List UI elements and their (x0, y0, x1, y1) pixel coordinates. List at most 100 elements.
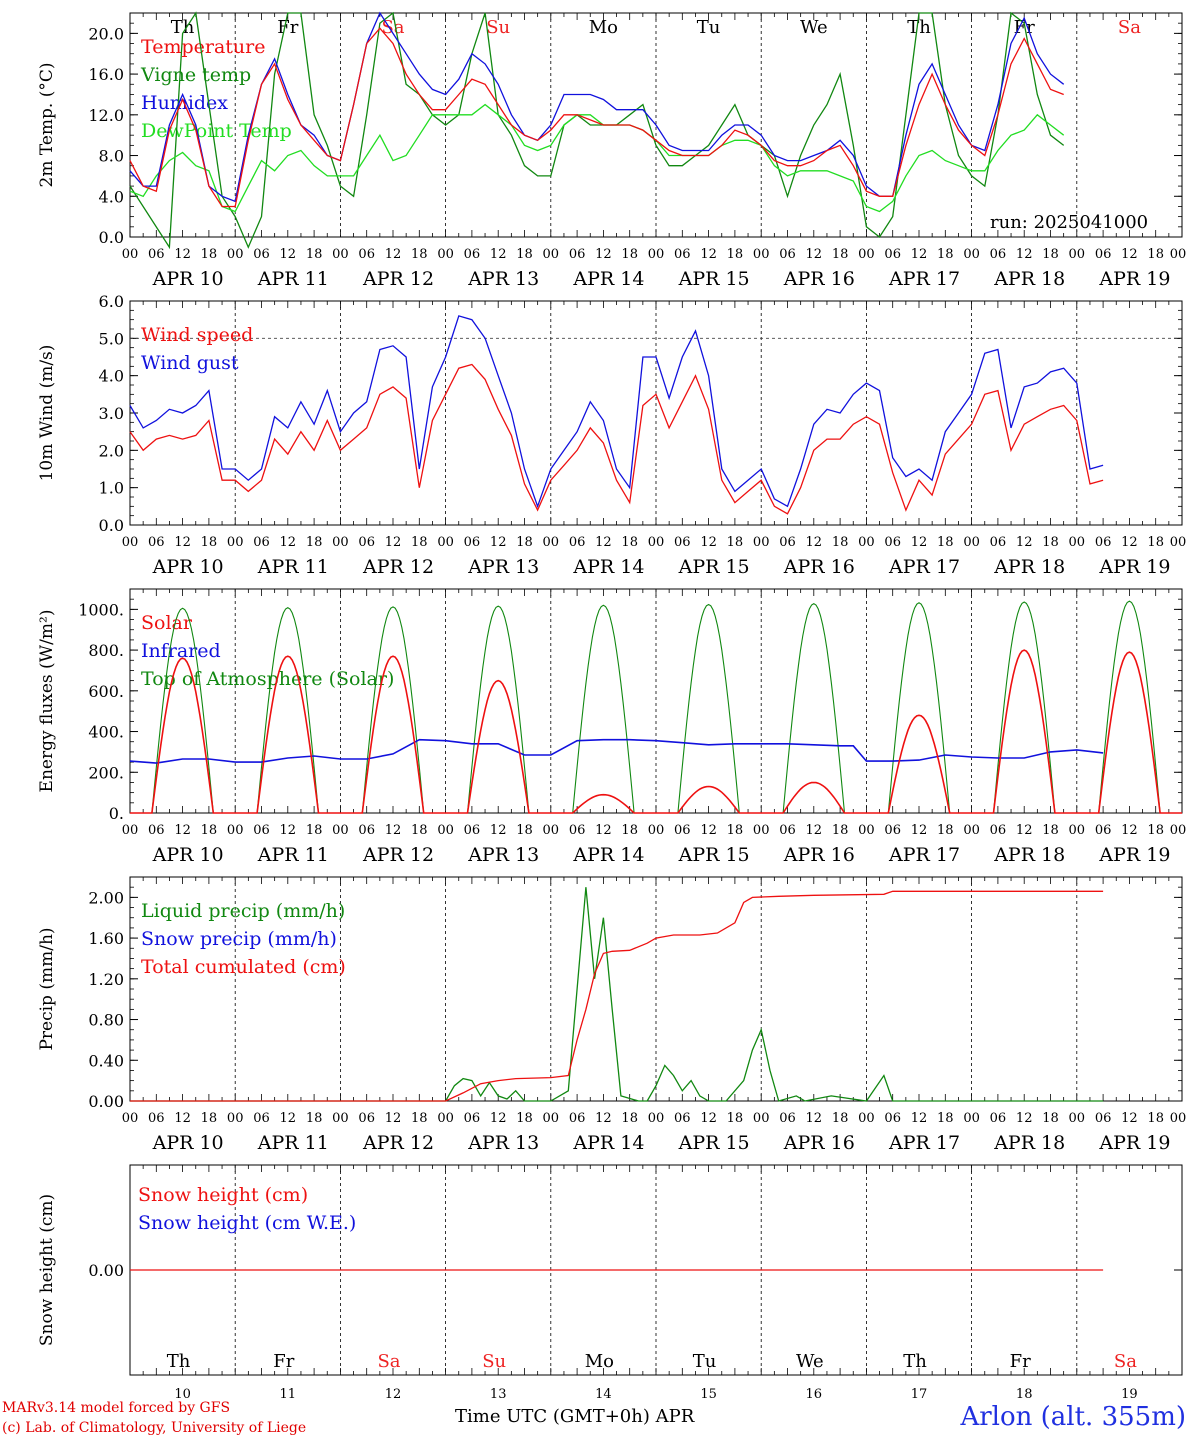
hour-label: 00 (227, 535, 244, 550)
date-label: APR 11 (257, 844, 329, 866)
legend-entry: Top of Atmosphere (Solar) (141, 668, 394, 690)
hour-label: 12 (1016, 823, 1033, 838)
hour-label: 12 (806, 823, 823, 838)
date-label: APR 12 (362, 1132, 434, 1154)
day-number: 19 (1121, 1387, 1138, 1402)
date-label: APR 15 (678, 844, 750, 866)
hour-label: 06 (884, 535, 901, 550)
hour-label: 12 (700, 535, 717, 550)
day-abbr: Mo (585, 1351, 614, 1372)
legend-entry: Temperature (141, 36, 265, 58)
hour-label: 06 (884, 1111, 901, 1126)
hour-label: 06 (990, 823, 1007, 838)
hour-label: 00 (332, 1111, 349, 1126)
hour-label: 06 (674, 823, 691, 838)
date-label: APR 12 (362, 268, 434, 290)
day-number: 12 (385, 1387, 402, 1402)
solar-line (130, 649, 1182, 814)
hour-label: 00 (753, 247, 770, 262)
hour-label: 18 (1042, 535, 1059, 550)
hour-label: 06 (674, 1111, 691, 1126)
hour-label: 00 (1069, 247, 1086, 262)
hour-label: 00 (227, 1111, 244, 1126)
hour-label: 00 (858, 535, 875, 550)
hour-label: 12 (174, 1111, 191, 1126)
date-label: APR 15 (678, 556, 750, 578)
hour-label: 00 (332, 823, 349, 838)
date-label: APR 18 (993, 844, 1065, 866)
y-tick-label: 2.00 (88, 888, 124, 907)
date-label: APR 19 (1098, 556, 1170, 578)
day-abbr: Fr (1010, 1351, 1031, 1372)
hour-label: 18 (727, 247, 744, 262)
y-axis-label: 10m Wind (m/s) (37, 345, 57, 482)
y-tick-label: 0.0 (99, 228, 124, 247)
hour-label: 12 (1016, 247, 1033, 262)
hour-label: 00 (1170, 823, 1187, 838)
date-label: APR 14 (572, 556, 644, 578)
series-line (129, 11, 1065, 250)
date-label: APR 12 (362, 556, 434, 578)
legend-entry: Solar (141, 612, 193, 634)
hour-label: 00 (963, 535, 980, 550)
hour-label: 12 (911, 247, 928, 262)
date-label: APR 15 (678, 268, 750, 290)
panel-2: 0.0 1.0 2.0 3.0 4.0 5.0 6.0 10m Wind (m/s) Wind … (37, 292, 1186, 578)
day-abbr: Tu (693, 1351, 717, 1372)
hour-label: 00 (963, 823, 980, 838)
hour-label: 18 (832, 535, 849, 550)
hour-label: 12 (911, 823, 928, 838)
hour-label: 06 (569, 535, 586, 550)
legend-entry: DewPoint Temp (141, 120, 292, 142)
panel-5: 0.00 Snow height (cm) Snow height (cm) Snow… (37, 1164, 1183, 1402)
hour-label: 06 (253, 535, 270, 550)
day-number: 17 (911, 1387, 928, 1402)
date-label: APR 19 (1098, 268, 1170, 290)
y-tick-label: 8.0 (99, 147, 124, 166)
hour-label: 00 (648, 535, 665, 550)
hour-label: 18 (516, 535, 533, 550)
day-abbr: Sa (377, 1351, 400, 1372)
hour-label: 12 (700, 247, 717, 262)
legend-entry: Total cumulated (cm) (141, 956, 346, 978)
date-label: APR 11 (257, 1132, 329, 1154)
hour-label: 06 (569, 247, 586, 262)
series-line (129, 27, 1064, 208)
hour-label: 00 (437, 823, 454, 838)
hour-label: 18 (1147, 1111, 1164, 1126)
hour-label: 12 (174, 823, 191, 838)
hour-label: 06 (1095, 1111, 1112, 1126)
day-abbr: Sa (1114, 1351, 1137, 1372)
hour-label: 00 (543, 535, 560, 550)
hour-label: 00 (753, 823, 770, 838)
hour-label: 18 (621, 823, 638, 838)
hour-label: 00 (227, 247, 244, 262)
hour-label: 12 (595, 823, 612, 838)
date-label: APR 11 (257, 268, 329, 290)
date-label: APR 16 (783, 1132, 855, 1154)
y-tick-label: 4.0 (99, 367, 124, 386)
hour-label: 00 (122, 1111, 139, 1126)
date-label: APR 16 (783, 556, 855, 578)
hour-label: 06 (779, 535, 796, 550)
series-line (130, 890, 1104, 1102)
hour-label: 00 (437, 247, 454, 262)
hour-label: 00 (1069, 535, 1086, 550)
y-tick-label: 2.0 (99, 441, 124, 460)
date-label: APR 14 (572, 844, 644, 866)
date-label: APR 10 (152, 556, 224, 578)
hour-label: 06 (779, 247, 796, 262)
hour-label: 12 (595, 247, 612, 262)
day-abbr: We (796, 1351, 824, 1372)
y-tick-label: 16.0 (88, 65, 124, 84)
y-tick-label: 0.0 (99, 516, 124, 535)
run-label: run: 2025041000 (990, 212, 1148, 233)
date-label: APR 16 (783, 268, 855, 290)
hour-label: 12 (911, 1111, 928, 1126)
hour-label: 12 (700, 1111, 717, 1126)
hour-label: 18 (727, 823, 744, 838)
hour-label: 06 (674, 247, 691, 262)
hour-label: 06 (464, 1111, 481, 1126)
hour-label: 12 (490, 535, 507, 550)
hour-label: 18 (621, 535, 638, 550)
